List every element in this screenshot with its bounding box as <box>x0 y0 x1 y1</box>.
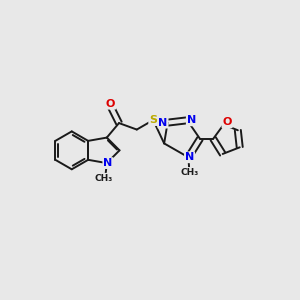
Text: O: O <box>222 117 232 127</box>
Text: N: N <box>185 152 194 162</box>
Text: CH₃: CH₃ <box>94 174 112 183</box>
Text: N: N <box>187 115 196 125</box>
Text: N: N <box>158 118 168 128</box>
Text: CH₃: CH₃ <box>180 168 199 177</box>
Text: S: S <box>149 115 157 125</box>
Text: N: N <box>103 158 112 168</box>
Text: O: O <box>106 99 115 109</box>
